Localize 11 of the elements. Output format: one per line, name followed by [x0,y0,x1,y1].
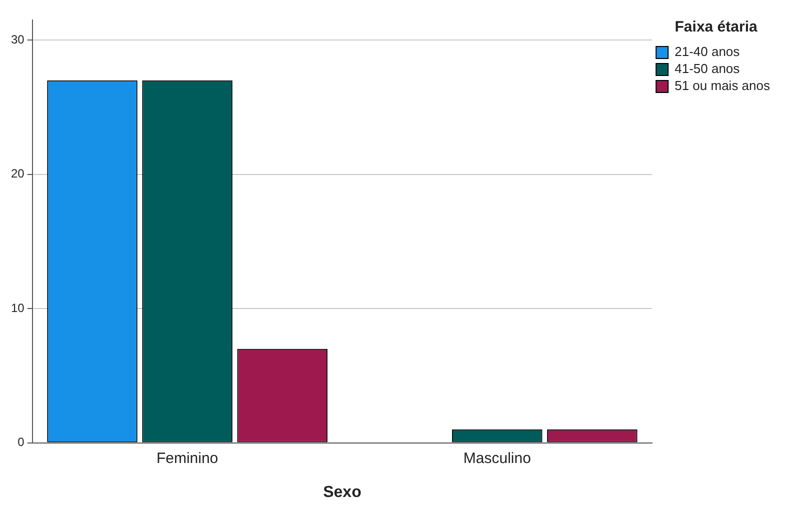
y-tick-label: 30 [10,32,25,46]
y-tick-label: 0 [18,435,25,450]
legend-label: 41-50 anos [674,61,740,76]
x-tick-label: Masculino [463,450,531,467]
legend-title: Faixa étaria [674,18,758,36]
legend-label: 21-40 anos [674,44,740,60]
y-tick-label: 20 [10,166,25,181]
x-tick-label: Feminino [156,450,218,467]
legend-label: 51 ou mais anos [674,78,770,94]
y-tick-label: 10 [10,300,25,315]
x-axis-title: Sexo [323,484,362,501]
